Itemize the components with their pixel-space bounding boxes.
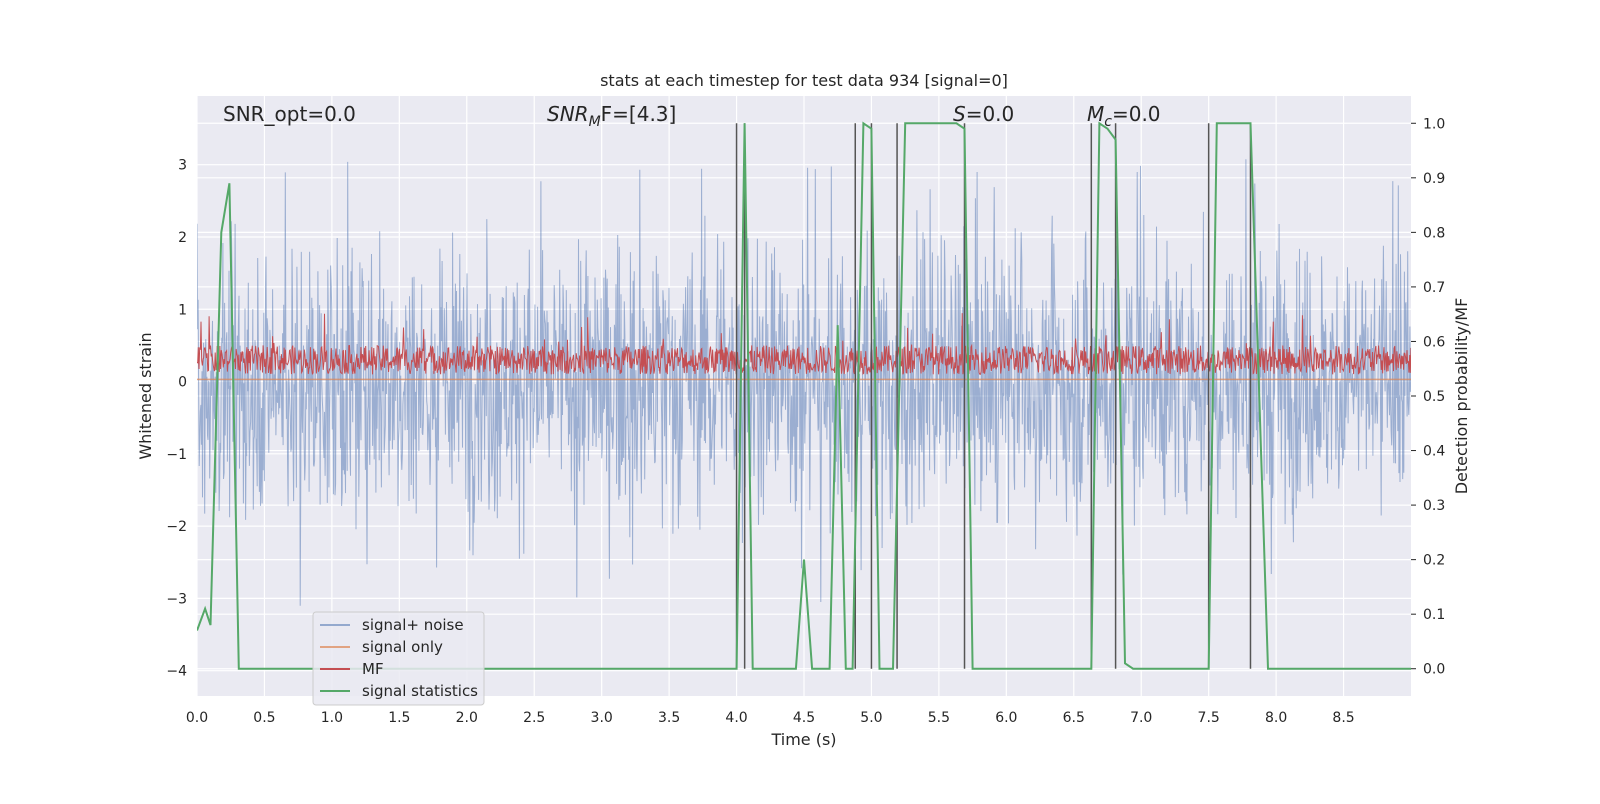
- series-layer: [197, 121, 1411, 670]
- series-signal-statistics: [197, 121, 1411, 670]
- y-tick-label-left: −2: [166, 519, 187, 535]
- axis-layer: 0.0 0.5 1.0 1.5 2.0 2.5 3.0 3.5 4.0 4.5 5.0 5.5 6.0 6…: [166, 116, 1445, 726]
- annotation-snr-mf: SNRMF=[4.3]: [547, 102, 676, 130]
- annotation-snr-mf-rest: F=[4.3]: [601, 102, 677, 126]
- y-tick-label-left: 3: [178, 158, 187, 174]
- x-tick-label: 2.5: [523, 710, 545, 726]
- x-tick-label: 6.0: [995, 710, 1017, 726]
- y-tick-label-right: 0.3: [1423, 498, 1445, 514]
- y-tick-label-right: 0.9: [1423, 171, 1445, 187]
- x-tick-label: 8.5: [1332, 710, 1354, 726]
- x-tick-label: 5.5: [928, 710, 950, 726]
- y-tick-label-left: 0: [178, 375, 187, 391]
- annotation-s-main: S: [953, 102, 966, 126]
- y-tick-label-left: 2: [178, 230, 187, 246]
- x-tick-label: 2.0: [456, 710, 478, 726]
- x-tick-label: 3.5: [658, 710, 680, 726]
- annotation-mc-sub: c: [1104, 114, 1112, 130]
- annotation-mc-main: M: [1087, 102, 1104, 126]
- y-axis-label-left: Whitened strain: [136, 332, 155, 459]
- y-tick-label-right: 0.6: [1423, 334, 1445, 350]
- legend-label-signal-only: signal only: [362, 638, 443, 656]
- legend-label-mf: MF: [362, 660, 384, 678]
- annotation-mc-rest: =0.0: [1112, 102, 1161, 126]
- y-tick-label-right: 0.2: [1423, 553, 1445, 569]
- y-axis-label-right: Detection probability/MF: [1452, 298, 1471, 495]
- x-tick-label: 5.0: [860, 710, 882, 726]
- legend: signal+ noise signal only MF signal stat…: [312, 611, 485, 706]
- y-tick-label-left: −1: [166, 447, 187, 463]
- y-tick-label-right: 0.7: [1423, 280, 1445, 296]
- x-tick-label: 6.5: [1063, 710, 1085, 726]
- y-tick-label-left: −3: [166, 591, 187, 607]
- y-tick-label-right: 0.4: [1423, 444, 1445, 460]
- x-tick-label: 1.0: [321, 710, 343, 726]
- y-tick-label-left: 1: [178, 302, 187, 318]
- annotation-s-rest: =0.0: [966, 102, 1015, 126]
- y-tick-label-left: −4: [166, 664, 187, 680]
- x-tick-label: 3.0: [591, 710, 613, 726]
- annotations: SNR_opt=0.0 SNRMF=[4.3] S=0.0 Mc=0.0: [223, 102, 1161, 130]
- legend-label-signal-statistics: signal statistics: [362, 682, 478, 700]
- legend-label-signal-noise: signal+ noise: [362, 616, 464, 634]
- y-tick-label-right: 0.1: [1423, 607, 1445, 623]
- x-tick-label: 7.5: [1198, 710, 1220, 726]
- x-tick-label: 1.5: [388, 710, 410, 726]
- x-tick-label: 8.0: [1265, 710, 1287, 726]
- y-tick-label-right: 1.0: [1423, 116, 1445, 132]
- x-axis-label: Time (s): [770, 730, 836, 749]
- annotation-snr-mf-main: SNR: [547, 102, 589, 126]
- y-tick-label-right: 0.8: [1423, 225, 1445, 241]
- chart-title: stats at each timestep for test data 934…: [600, 71, 1008, 90]
- x-tick-label: 4.5: [793, 710, 815, 726]
- y-tick-label-right: 0.5: [1423, 389, 1445, 405]
- annotation-snr-mf-sub: M: [589, 114, 601, 130]
- y-tick-label-right: 0.0: [1423, 662, 1445, 678]
- x-tick-label: 4.0: [725, 710, 747, 726]
- annotation-mc: Mc=0.0: [1087, 102, 1161, 130]
- x-tick-label: 0.0: [186, 710, 208, 726]
- annotation-snr-opt: SNR_opt=0.0: [223, 102, 356, 126]
- legend-box: [312, 611, 485, 706]
- x-tick-label: 0.5: [253, 710, 275, 726]
- x-tick-label: 7.0: [1130, 710, 1152, 726]
- annotation-s: S=0.0: [953, 102, 1014, 126]
